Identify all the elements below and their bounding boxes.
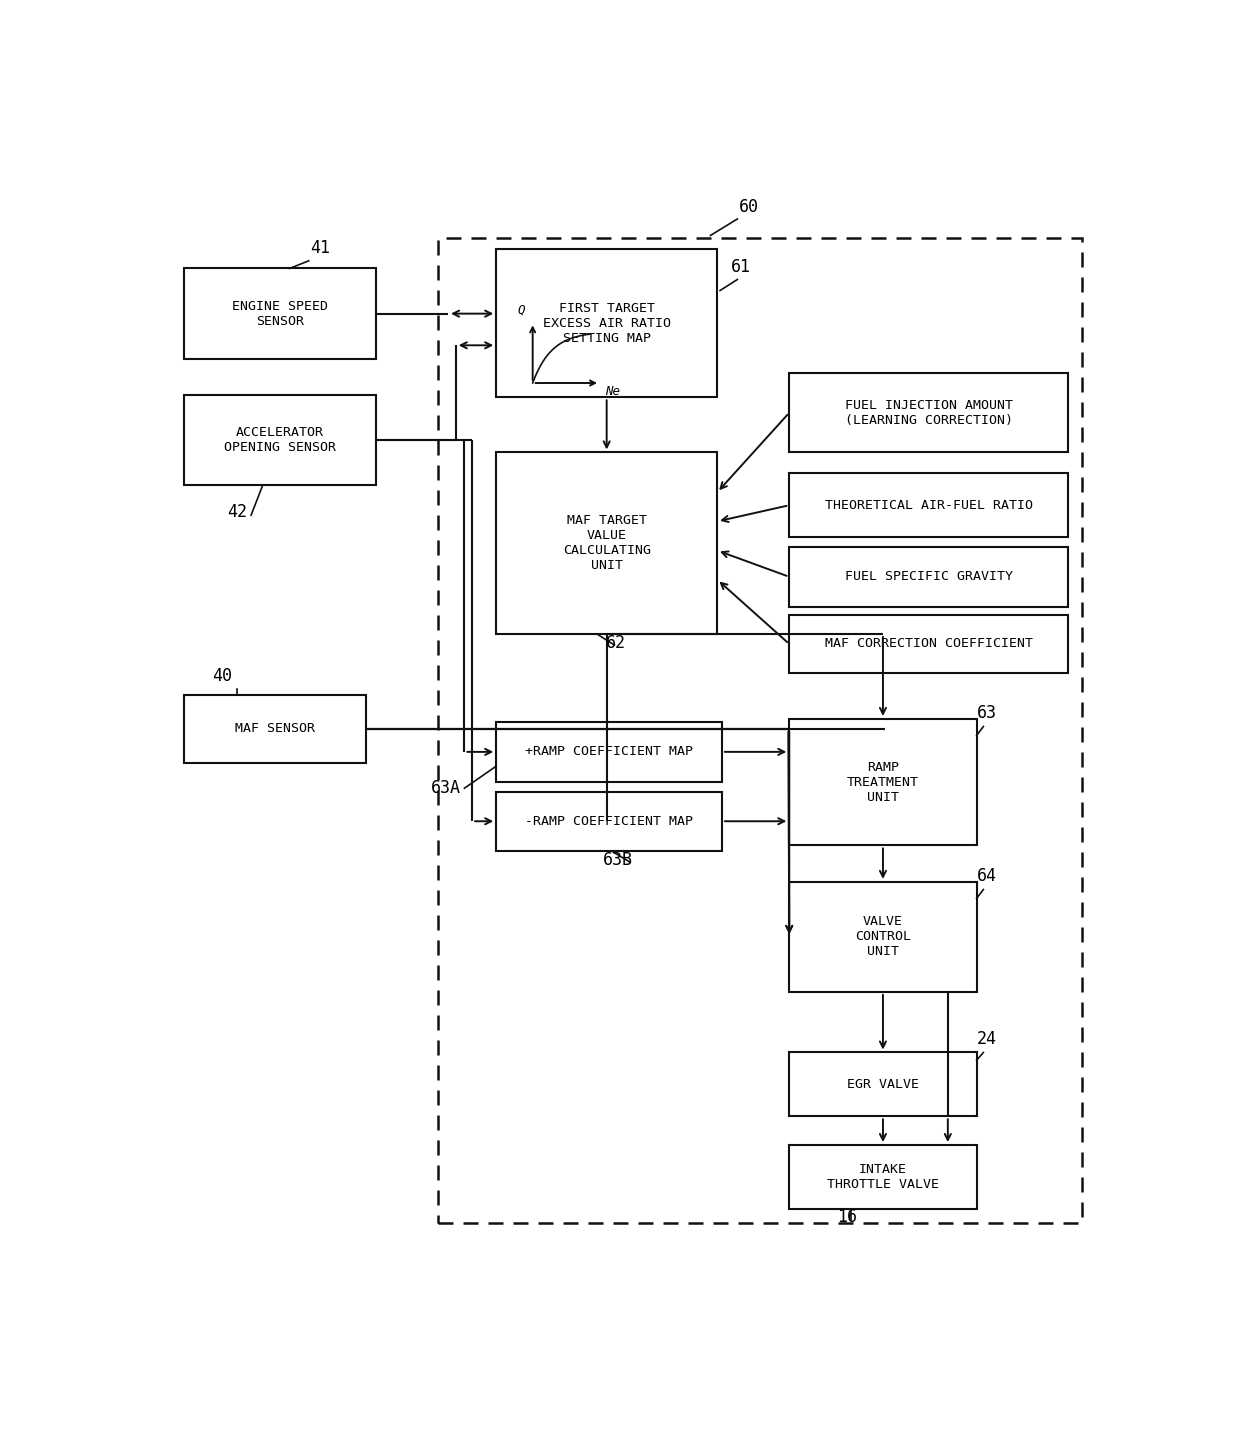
Text: 24: 24 <box>977 1030 997 1048</box>
Bar <box>789 373 1068 452</box>
Text: 16: 16 <box>837 1208 857 1227</box>
Text: MAF SENSOR: MAF SENSOR <box>236 722 315 735</box>
Text: 60: 60 <box>739 197 759 216</box>
Text: 63B: 63B <box>603 851 634 868</box>
Bar <box>789 1052 977 1117</box>
Text: VALVE
CONTROL
UNIT: VALVE CONTROL UNIT <box>854 915 911 958</box>
Text: MAF CORRECTION COEFFICIENT: MAF CORRECTION COEFFICIENT <box>825 638 1033 651</box>
Bar <box>184 395 376 485</box>
Text: 62: 62 <box>606 633 626 652</box>
Bar <box>789 1145 977 1208</box>
Text: RAMP
TREATMENT
UNIT: RAMP TREATMENT UNIT <box>847 761 919 804</box>
Text: ENGINE SPEED
SENSOR: ENGINE SPEED SENSOR <box>232 300 327 327</box>
Text: 42: 42 <box>227 503 247 521</box>
Text: MAF TARGET
VALUE
CALCULATING
UNIT: MAF TARGET VALUE CALCULATING UNIT <box>563 515 651 572</box>
Bar <box>184 695 367 762</box>
Text: Q: Q <box>517 305 525 317</box>
Text: 63A: 63A <box>432 779 461 797</box>
Bar <box>789 473 1068 538</box>
Bar <box>496 249 717 398</box>
Bar <box>789 882 977 992</box>
Text: 40: 40 <box>212 666 232 685</box>
Text: FIRST TARGET
EXCESS AIR RATIO
SETTING MAP: FIRST TARGET EXCESS AIR RATIO SETTING MA… <box>543 302 671 345</box>
Text: 61: 61 <box>732 259 751 276</box>
Text: 64: 64 <box>977 867 997 885</box>
Text: ACCELERATOR
OPENING SENSOR: ACCELERATOR OPENING SENSOR <box>224 426 336 455</box>
Text: FUEL SPECIFIC GRAVITY: FUEL SPECIFIC GRAVITY <box>844 571 1013 583</box>
Text: THEORETICAL AIR-FUEL RATIO: THEORETICAL AIR-FUEL RATIO <box>825 499 1033 512</box>
Text: -RAMP COEFFICIENT MAP: -RAMP COEFFICIENT MAP <box>525 815 693 828</box>
Bar <box>496 722 722 782</box>
Bar <box>439 237 1083 1223</box>
Bar <box>789 615 1068 672</box>
Bar <box>789 548 1068 606</box>
Text: +RAMP COEFFICIENT MAP: +RAMP COEFFICIENT MAP <box>525 745 693 758</box>
Text: EGR VALVE: EGR VALVE <box>847 1078 919 1091</box>
Bar <box>496 452 717 633</box>
Text: 41: 41 <box>310 239 330 257</box>
Text: Ne: Ne <box>605 385 620 398</box>
Text: FUEL INJECTION AMOUNT
(LEARNING CORRECTION): FUEL INJECTION AMOUNT (LEARNING CORRECTI… <box>844 399 1013 426</box>
Text: 63: 63 <box>977 704 997 722</box>
Bar <box>184 269 376 359</box>
Text: INTAKE
THROTTLE VALVE: INTAKE THROTTLE VALVE <box>827 1163 939 1191</box>
Bar <box>496 792 722 851</box>
Bar <box>789 719 977 845</box>
